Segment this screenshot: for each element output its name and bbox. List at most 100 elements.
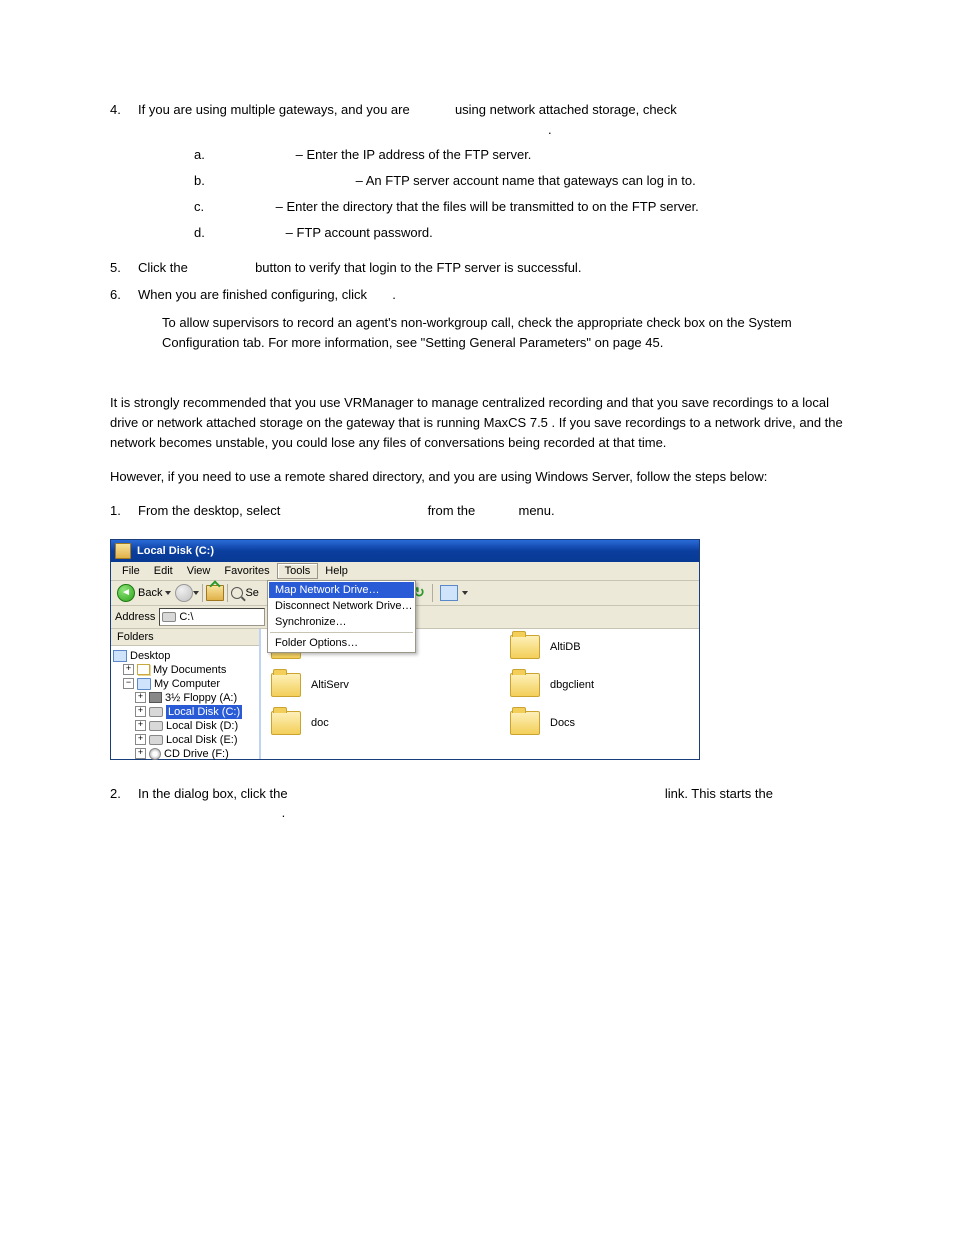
cd-icon bbox=[149, 748, 161, 760]
menu-view[interactable]: View bbox=[180, 564, 218, 578]
tree-desktop[interactable]: Desktop bbox=[113, 649, 257, 663]
menu-file[interactable]: File bbox=[115, 564, 147, 578]
tree-label: My Computer bbox=[154, 677, 220, 691]
tree-label: CD Drive (F:) bbox=[164, 747, 229, 761]
folder-item[interactable]: AltiDB bbox=[510, 635, 689, 659]
text: Click the bbox=[138, 260, 191, 275]
paragraph: However, if you need to use a remote sha… bbox=[110, 467, 854, 487]
step-body: From the desktop, select from the menu. bbox=[138, 501, 854, 521]
folder-icon bbox=[115, 543, 131, 559]
folder-label: dbgclient bbox=[550, 679, 594, 691]
text: menu. bbox=[515, 503, 555, 518]
window-titlebar[interactable]: Local Disk (C:) bbox=[111, 540, 699, 562]
folder-item[interactable]: AltiServ bbox=[271, 673, 450, 697]
up-folder-button[interactable] bbox=[206, 585, 224, 601]
forward-button[interactable] bbox=[175, 584, 193, 602]
menu-help[interactable]: Help bbox=[318, 564, 355, 578]
step-number: 4. bbox=[110, 100, 138, 250]
sub-num: a. bbox=[194, 145, 222, 165]
sub-num: d. bbox=[194, 223, 222, 243]
text: using network attached storage, check bbox=[451, 102, 676, 117]
address-label: Address bbox=[115, 611, 155, 623]
collapse-icon[interactable]: − bbox=[123, 678, 134, 689]
drive-icon bbox=[149, 735, 163, 745]
tree-label: My Documents bbox=[153, 663, 226, 677]
menu-edit[interactable]: Edit bbox=[147, 564, 180, 578]
step-5: 5. Click the button to verify that login… bbox=[110, 258, 854, 278]
separator bbox=[270, 632, 413, 633]
explorer-window: Local Disk (C:) File Edit View Favorites… bbox=[110, 539, 700, 760]
step-2: 2. In the dialog box, click the link. Th… bbox=[110, 784, 854, 823]
menu-item-folder-options[interactable]: Folder Options… bbox=[269, 635, 414, 651]
tree-cd-drive[interactable]: + CD Drive (F:) bbox=[113, 747, 257, 761]
step-number: 5. bbox=[110, 258, 138, 278]
text: . bbox=[548, 122, 552, 137]
tree-my-documents[interactable]: + My Documents bbox=[113, 663, 257, 677]
folder-item[interactable]: dbgclient bbox=[510, 673, 689, 697]
expand-icon[interactable]: + bbox=[135, 706, 146, 717]
text: In the dialog box, click the bbox=[138, 786, 291, 801]
drive-icon bbox=[149, 721, 163, 731]
step-6: 6. When you are finished configuring, cl… bbox=[110, 285, 854, 353]
expand-icon[interactable]: + bbox=[135, 734, 146, 745]
expand-icon[interactable]: + bbox=[135, 748, 146, 759]
separator bbox=[432, 584, 433, 602]
text: button to verify that login to the FTP s… bbox=[251, 260, 581, 275]
chevron-down-icon bbox=[462, 591, 468, 595]
step-body: Click the button to verify that login to… bbox=[138, 258, 854, 278]
address-value: C:\ bbox=[179, 611, 193, 623]
page-content: 4. If you are using multiple gateways, a… bbox=[0, 0, 954, 881]
tree-floppy[interactable]: +3½ Floppy (A:) bbox=[113, 691, 257, 705]
text: link. This starts the bbox=[661, 786, 773, 801]
documents-icon bbox=[137, 664, 150, 675]
text: – Enter the directory that the files wil… bbox=[272, 199, 699, 214]
tree-my-computer[interactable]: − My Computer bbox=[113, 677, 257, 691]
step-4: 4. If you are using multiple gateways, a… bbox=[110, 100, 854, 250]
text: From the desktop, select bbox=[138, 503, 284, 518]
folder-item[interactable]: doc bbox=[271, 711, 450, 735]
step-1: 1. From the desktop, select from the men… bbox=[110, 501, 854, 521]
tree-label-selected: Local Disk (C:) bbox=[166, 705, 242, 719]
menu-tools[interactable]: Tools bbox=[277, 563, 319, 579]
folder-tree: Desktop + My Documents − My Computer +3½ F… bbox=[111, 646, 259, 764]
computer-icon bbox=[137, 678, 151, 690]
menu-favorites[interactable]: Favorites bbox=[217, 564, 276, 578]
step-body: In the dialog box, click the link. This … bbox=[138, 784, 854, 823]
address-field[interactable]: C:\ bbox=[159, 608, 265, 626]
tree-drive-d[interactable]: +Local Disk (D:) bbox=[113, 719, 257, 733]
main-ordered-list: 4. If you are using multiple gateways, a… bbox=[110, 100, 854, 353]
menu-item-synchronize[interactable]: Synchronize… bbox=[269, 614, 414, 630]
step-body: If you are using multiple gateways, and … bbox=[138, 100, 854, 250]
folder-item[interactable]: Docs bbox=[510, 711, 689, 735]
views-button[interactable] bbox=[440, 585, 458, 601]
drive-icon bbox=[162, 612, 176, 622]
folders-header: Folders bbox=[111, 629, 259, 646]
expand-icon[interactable]: + bbox=[123, 664, 134, 675]
folder-icon bbox=[271, 673, 301, 697]
tree-drive-e[interactable]: +Local Disk (E:) bbox=[113, 733, 257, 747]
search-label[interactable]: Se bbox=[245, 587, 258, 599]
menu-item-disconnect-network-drive[interactable]: Disconnect Network Drive… bbox=[269, 598, 414, 614]
folders-pane: Folders Desktop + My Documents − My Comput… bbox=[111, 629, 261, 759]
toolbar-right: ↻ bbox=[413, 581, 468, 605]
text: . bbox=[278, 805, 285, 820]
menu-bar: File Edit View Favorites Tools Help bbox=[111, 562, 699, 581]
step-body: When you are finished configuring, click… bbox=[138, 285, 854, 353]
floppy-icon bbox=[149, 692, 162, 703]
expand-icon[interactable]: + bbox=[135, 720, 146, 731]
folder-icon bbox=[510, 711, 540, 735]
menu-item-map-network-drive[interactable]: Map Network Drive… bbox=[269, 582, 414, 598]
back-button[interactable]: ◄ Back bbox=[113, 584, 175, 602]
chevron-down-icon bbox=[165, 591, 171, 595]
tree-drive-c[interactable]: + Local Disk (C:) bbox=[113, 705, 257, 719]
sub-list: a. – Enter the IP address of the FTP ser… bbox=[194, 145, 854, 244]
tools-dropdown-menu: Map Network Drive… Disconnect Network Dr… bbox=[267, 580, 416, 653]
steps-list-3: 2. In the dialog box, click the link. Th… bbox=[110, 784, 854, 823]
note: To allow supervisors to record an agent'… bbox=[162, 313, 854, 353]
text: – An FTP server account name that gatewa… bbox=[352, 173, 696, 188]
back-label: Back bbox=[138, 587, 162, 599]
text: If you are using multiple gateways, and … bbox=[138, 102, 413, 117]
text: from the bbox=[424, 503, 479, 518]
folder-label: AltiDB bbox=[550, 641, 581, 653]
expand-icon[interactable]: + bbox=[135, 692, 146, 703]
